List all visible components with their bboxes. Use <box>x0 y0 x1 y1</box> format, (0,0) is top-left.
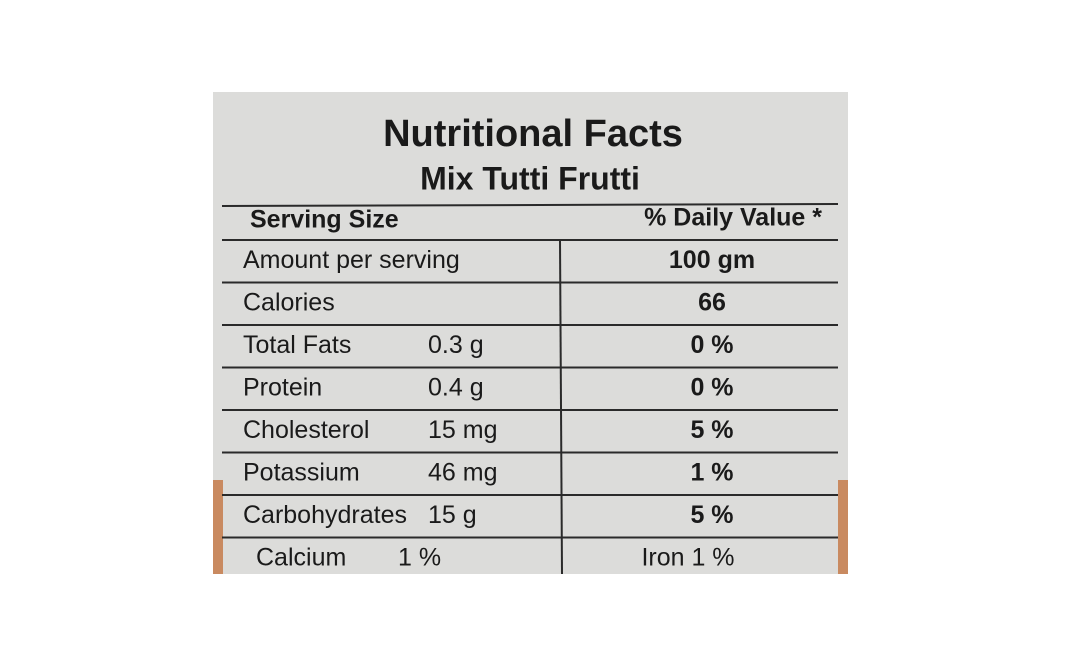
nutrient-amount: 0.3 g <box>428 331 484 359</box>
daily-value: 1 % <box>690 458 733 486</box>
label-edge <box>213 480 223 574</box>
daily-value: 5 % <box>690 416 733 444</box>
daily-value: 100 gm <box>669 246 755 274</box>
nutrient-amount: 15 g <box>428 501 477 529</box>
nutrient-name: Calories <box>243 288 335 316</box>
label-edge <box>838 480 848 574</box>
nutrient-name: Cholesterol <box>243 416 369 444</box>
nutrient-amount: 15 mg <box>428 416 497 444</box>
nutrient-name: Total Fats <box>243 331 351 359</box>
column-header: Serving Size <box>250 206 399 234</box>
daily-value: 0 % <box>690 331 733 359</box>
nutrient-name: Amount per serving <box>243 246 460 274</box>
nutrient-amount: 0.4 g <box>428 373 484 401</box>
nutrient-name: Carbohydrates <box>243 501 407 529</box>
subtitle: Mix Tutti Frutti <box>420 160 640 196</box>
label-background <box>213 92 848 574</box>
title: Nutritional Facts <box>383 113 683 155</box>
daily-value: 5 % <box>690 501 733 529</box>
daily-value: Iron 1 % <box>641 543 734 571</box>
column-header: % Daily Value * <box>644 204 822 232</box>
daily-value: 66 <box>698 288 726 316</box>
divider <box>559 239 563 575</box>
daily-value: 0 % <box>690 373 733 401</box>
nutrient-name: Calcium <box>256 543 346 571</box>
nutrient-amount: 1 % <box>398 543 441 571</box>
nutrient-name: Potassium <box>243 458 360 486</box>
rows: Amount per serving 100 gm Calories 66 Total … <box>222 239 838 571</box>
nutrient-amount: 46 mg <box>428 458 497 486</box>
rule <box>221 203 839 207</box>
nutrient-name: Protein <box>243 373 322 401</box>
